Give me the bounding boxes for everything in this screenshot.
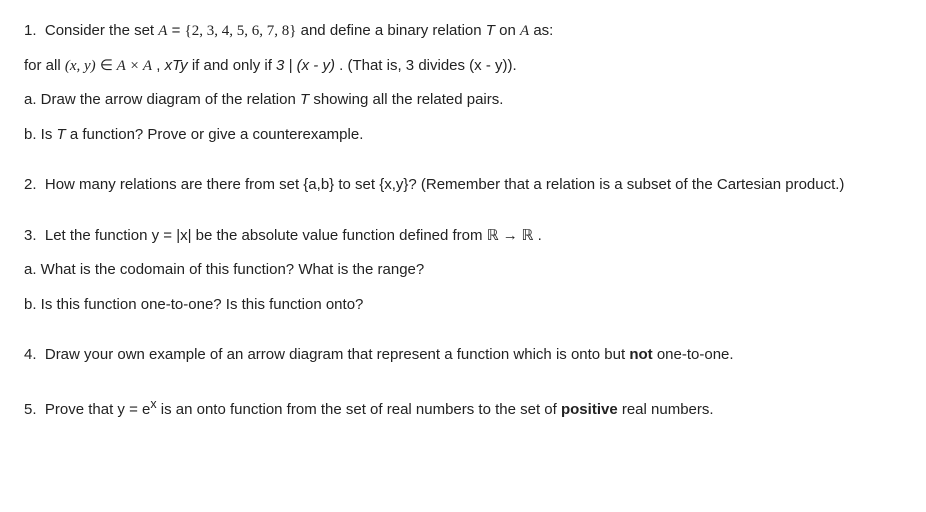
q1-number: 1. [24,22,37,39]
q1-a-T: T [300,91,309,108]
q3-lead: Let the function y = |x| be the absolute… [45,227,487,244]
q3-dot: . [538,227,542,244]
q1-explain: . (That is, 3 divides (x - y)). [339,57,517,74]
q3-arrow: → [503,228,522,244]
q1-b-text: b. Is [24,126,57,143]
q1-iff: if and only if [192,57,276,74]
q1-A2: A [520,23,529,39]
q1-forall: for all [24,57,65,74]
question-3: 3. Let the function y = |x| be the absol… [24,225,902,317]
q2-text: How many relations are there from set {a… [45,176,845,193]
q3-a-text: a. What is the codomain of this function… [24,261,424,278]
q5-rest: real numbers. [622,401,714,418]
q1-as: as: [533,22,553,39]
q1-b: b. Is T a function? Prove or give a coun… [24,124,902,147]
q1-AxA: A × A [117,58,152,74]
q1-b-T: T [57,126,66,143]
q3-line1: 3. Let the function y = |x| be the absol… [24,225,902,248]
q3-a: a. What is the codomain of this function… [24,259,902,282]
q1-a-rest: showing all the related pairs. [313,91,503,108]
q1-pair: (x, y) [65,58,96,74]
q4-line: 4. Draw your own example of an arrow dia… [24,344,902,367]
q4-rest: one-to-one. [657,346,734,363]
q5-mid: is an onto function from the set of real… [161,401,561,418]
q3-R1: ℝ [487,228,499,244]
q1-on: on [499,22,520,39]
q1-xTy: xTy [165,57,188,74]
q5-pos: positive [561,401,618,418]
q1-b-rest: a function? Prove or give a counterexamp… [70,126,364,143]
q5-lead: Prove that y = e [45,401,150,418]
q1-set: {2, 3, 4, 5, 6, 7, 8} [185,23,297,39]
q1-eq: = [172,22,185,39]
q5-x: x [150,397,156,411]
q1-a: a. Draw the arrow diagram of the relatio… [24,89,902,112]
question-1: 1. Consider the set A = {2, 3, 4, 5, 6, … [24,20,902,146]
q4-lead: Draw your own example of an arrow diagra… [45,346,629,363]
q1-line2: for all (x, y) ∈ A × A , xTy if and only… [24,55,902,78]
q1-div: 3 | (x - y) [276,57,335,74]
question-2: 2. How many relations are there from set… [24,174,902,197]
q1-comma: , [156,57,164,74]
question-4: 4. Draw your own example of an arrow dia… [24,344,902,367]
q5-line: 5. Prove that y = ex is an onto function… [24,395,902,422]
q3-R2: ℝ [522,228,534,244]
q1-after-set: and define a binary relation [301,22,486,39]
q2-line: 2. How many relations are there from set… [24,174,902,197]
q3-b: b. Is this function one-to-one? Is this … [24,294,902,317]
q1-line1: 1. Consider the set A = {2, 3, 4, 5, 6, … [24,20,902,43]
q3-number: 3. [24,227,37,244]
q1-A: A [158,23,167,39]
q1-lead: Consider the set [45,22,158,39]
q5-number: 5. [24,401,37,418]
q2-number: 2. [24,176,37,193]
question-5: 5. Prove that y = ex is an onto function… [24,395,902,422]
q1-a-text: a. Draw the arrow diagram of the relatio… [24,91,300,108]
q4-not: not [629,346,652,363]
q4-number: 4. [24,346,37,363]
q1-in: ∈ [100,58,117,74]
q1-T: T [486,22,495,39]
q3-b-text: b. Is this function one-to-one? Is this … [24,296,363,313]
